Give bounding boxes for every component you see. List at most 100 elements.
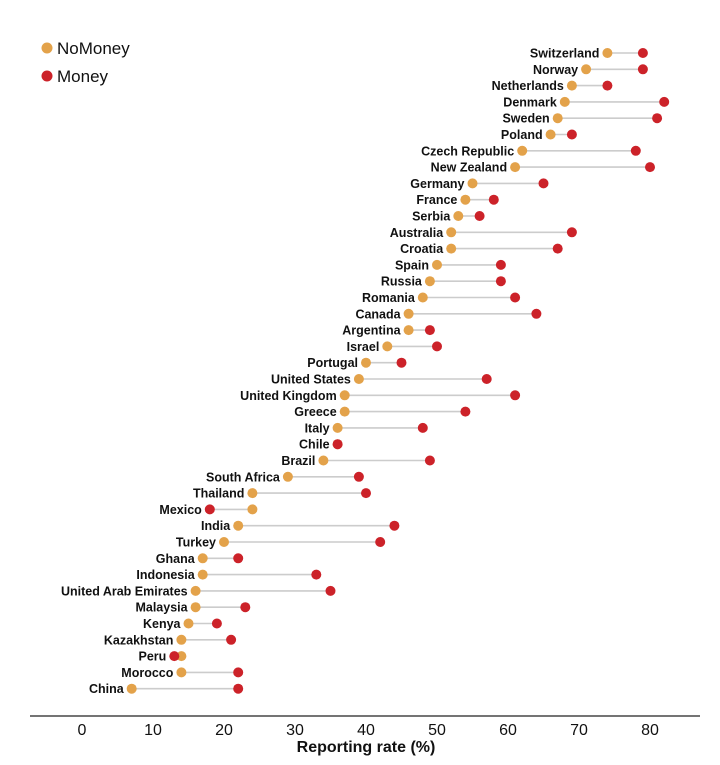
money-point bbox=[474, 211, 485, 221]
row-thailand: Thailand bbox=[193, 487, 371, 501]
nomoney-point bbox=[517, 145, 528, 156]
country-label: Australia bbox=[390, 226, 445, 240]
nomoney-point bbox=[176, 634, 187, 645]
row-new-zealand: New Zealand bbox=[431, 161, 655, 175]
money-point bbox=[211, 618, 222, 629]
money-point bbox=[396, 357, 407, 368]
row-sweden: Sweden bbox=[502, 112, 663, 126]
money-point bbox=[495, 276, 506, 287]
legend-marker-nomoney bbox=[41, 42, 53, 54]
row-norway: Norway bbox=[533, 63, 648, 77]
legend-label-money: Money bbox=[57, 67, 109, 86]
x-axis-title: Reporting rate (%) bbox=[297, 739, 436, 756]
money-point bbox=[659, 96, 670, 107]
row-india: India bbox=[201, 519, 400, 533]
country-label: Spain bbox=[395, 258, 429, 272]
row-mexico: Mexico bbox=[159, 503, 258, 517]
money-point bbox=[353, 471, 364, 482]
nomoney-point bbox=[219, 537, 229, 547]
nomoney-point bbox=[552, 113, 563, 124]
country-label: Peru bbox=[139, 650, 167, 664]
country-label: Ghana bbox=[156, 552, 196, 566]
country-label: Brazil bbox=[281, 454, 315, 468]
legend: NoMoney Money bbox=[41, 39, 130, 86]
row-brazil: Brazil bbox=[281, 454, 435, 468]
country-label: Mexico bbox=[159, 503, 202, 517]
money-point bbox=[637, 64, 648, 75]
money-point bbox=[240, 602, 251, 613]
country-label: Malaysia bbox=[135, 601, 188, 615]
row-croatia: Croatia bbox=[400, 242, 563, 256]
legend-marker-money bbox=[41, 70, 53, 82]
country-label: Israel bbox=[347, 340, 380, 354]
money-point bbox=[325, 585, 336, 596]
row-peru: Peru bbox=[139, 650, 187, 664]
nomoney-point bbox=[446, 243, 457, 254]
x-tick-label: 60 bbox=[499, 722, 517, 739]
money-point bbox=[538, 178, 549, 189]
row-greece: Greece bbox=[294, 405, 471, 419]
money-point bbox=[375, 537, 386, 547]
row-united-kingdom: United Kingdom bbox=[240, 389, 521, 403]
row-serbia: Serbia bbox=[412, 210, 485, 224]
row-united-states: United States bbox=[271, 373, 492, 387]
country-label: United Arab Emirates bbox=[61, 584, 188, 598]
nomoney-point bbox=[190, 602, 201, 613]
money-point bbox=[424, 455, 435, 466]
money-point bbox=[637, 48, 648, 58]
money-point bbox=[233, 667, 244, 678]
country-label: Argentina bbox=[342, 324, 401, 338]
row-germany: Germany bbox=[410, 177, 549, 191]
money-point bbox=[481, 374, 492, 384]
country-label: Netherlands bbox=[492, 79, 564, 93]
nomoney-point bbox=[467, 178, 478, 189]
nomoney-point bbox=[559, 96, 570, 107]
nomoney-point bbox=[510, 162, 521, 173]
x-tick-label: 0 bbox=[78, 722, 87, 739]
nomoney-point bbox=[183, 618, 194, 629]
money-point bbox=[332, 439, 343, 450]
row-russia: Russia bbox=[381, 275, 506, 289]
country-label: France bbox=[416, 193, 457, 207]
country-label: Greece bbox=[294, 405, 336, 419]
money-point bbox=[204, 504, 215, 515]
money-point bbox=[510, 292, 521, 303]
row-switzerland: Switzerland bbox=[530, 47, 648, 61]
country-label: Thailand bbox=[193, 487, 244, 501]
nomoney-point bbox=[545, 129, 556, 140]
money-point bbox=[233, 553, 244, 564]
nomoney-point bbox=[403, 325, 414, 336]
money-point bbox=[566, 227, 577, 238]
country-label: United States bbox=[271, 373, 351, 387]
nomoney-point bbox=[126, 683, 137, 694]
money-point bbox=[417, 422, 428, 433]
money-point bbox=[652, 113, 663, 124]
row-morocco: Morocco bbox=[121, 666, 244, 680]
nomoney-point bbox=[453, 211, 464, 221]
nomoney-point bbox=[432, 259, 442, 270]
nomoney-point bbox=[176, 667, 187, 678]
country-label: Germany bbox=[410, 177, 464, 191]
nomoney-point bbox=[353, 374, 364, 384]
nomoney-point bbox=[233, 520, 244, 531]
country-label: Portugal bbox=[307, 356, 358, 370]
nomoney-point bbox=[197, 569, 208, 580]
money-point bbox=[361, 488, 371, 499]
nomoney-point bbox=[339, 390, 350, 401]
money-point bbox=[602, 80, 613, 91]
country-label: Indonesia bbox=[136, 568, 195, 582]
money-point bbox=[552, 243, 563, 254]
money-point bbox=[531, 308, 542, 319]
nomoney-point bbox=[566, 80, 577, 91]
row-czech-republic: Czech Republic bbox=[421, 144, 641, 158]
country-label: Switzerland bbox=[530, 47, 599, 61]
row-malaysia: Malaysia bbox=[135, 601, 251, 615]
money-point bbox=[226, 634, 237, 645]
country-label: Turkey bbox=[176, 536, 216, 550]
country-label: Romania bbox=[362, 291, 416, 305]
country-label: Canada bbox=[355, 307, 401, 321]
row-indonesia: Indonesia bbox=[136, 568, 322, 582]
country-label: Kenya bbox=[143, 617, 182, 631]
row-spain: Spain bbox=[395, 258, 506, 272]
money-point bbox=[432, 341, 442, 352]
